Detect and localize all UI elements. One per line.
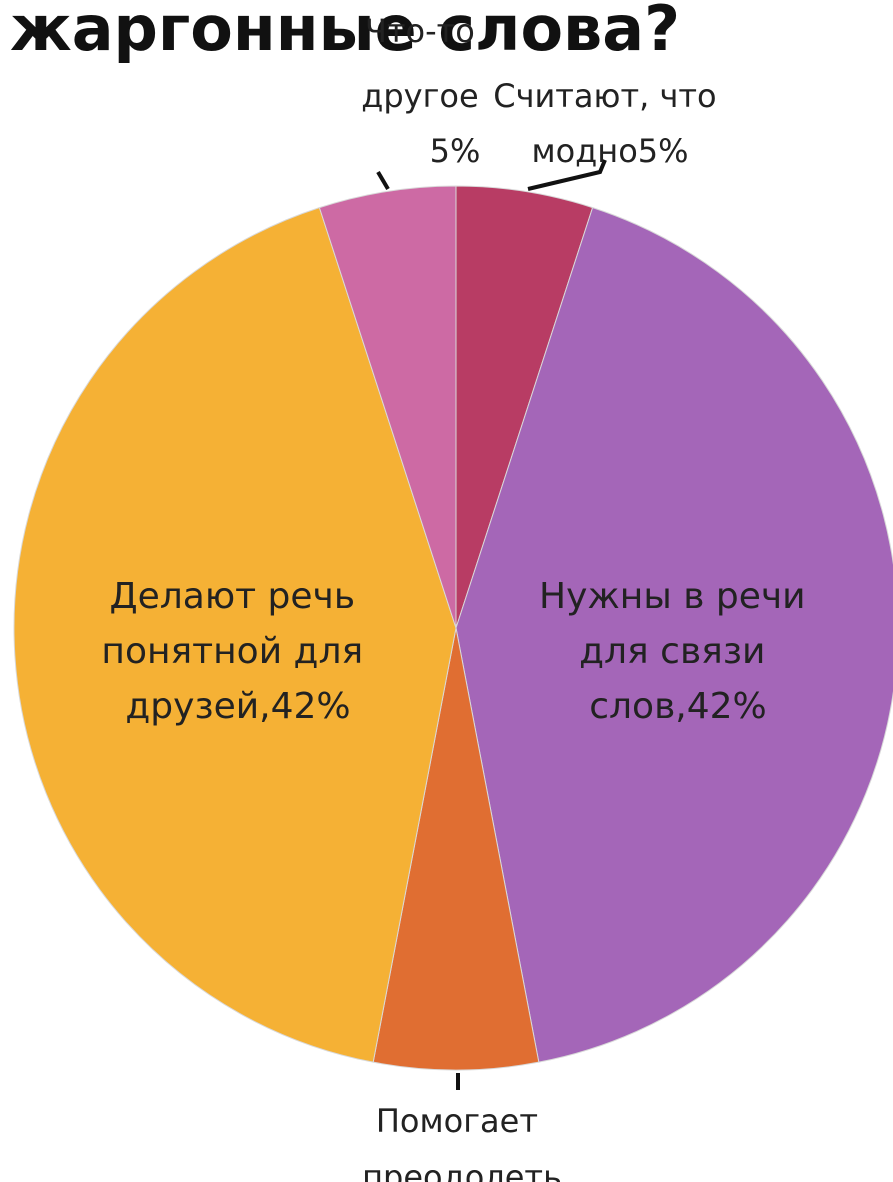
label-line: 5% <box>430 132 481 170</box>
chart-title: жаргонные слова? <box>10 0 681 65</box>
label-line: Делают речь <box>109 576 355 617</box>
label-line: понятной для <box>101 631 363 672</box>
label-line: Считают, что <box>493 77 716 115</box>
label-line: преодолеть <box>362 1158 562 1182</box>
slice-label-modno: Считают, что модно5% <box>493 77 727 170</box>
label-line: Что-то <box>365 12 475 50</box>
pie-slice-1 <box>455 207 893 1063</box>
pie-slices <box>13 185 893 1071</box>
label-line: слов,42% <box>589 686 767 727</box>
label-line: другое <box>361 77 478 115</box>
slice-label-delayut: Делают речь понятной для друзей,42% <box>101 576 374 727</box>
pie-slice-2 <box>372 627 540 1071</box>
label-line: для связи <box>579 631 765 672</box>
slice-label-nuzhny: Нужны в речи для связи слов,42% <box>539 576 817 727</box>
pie-slice-3 <box>13 207 457 1063</box>
slice-label-pomogaet: Помогает преодолеть <box>362 1102 562 1182</box>
leader-line-modno <box>527 159 607 191</box>
pie-slice-4 <box>318 185 457 629</box>
label-line: Помогает <box>376 1102 538 1140</box>
leader-line-drugoe <box>376 170 390 191</box>
slice-label-drugoe: Что-то другое 5% <box>361 12 489 170</box>
label-line: друзей,42% <box>125 686 350 727</box>
label-line: модно5% <box>531 132 688 170</box>
label-line: Нужны в речи <box>539 576 806 617</box>
